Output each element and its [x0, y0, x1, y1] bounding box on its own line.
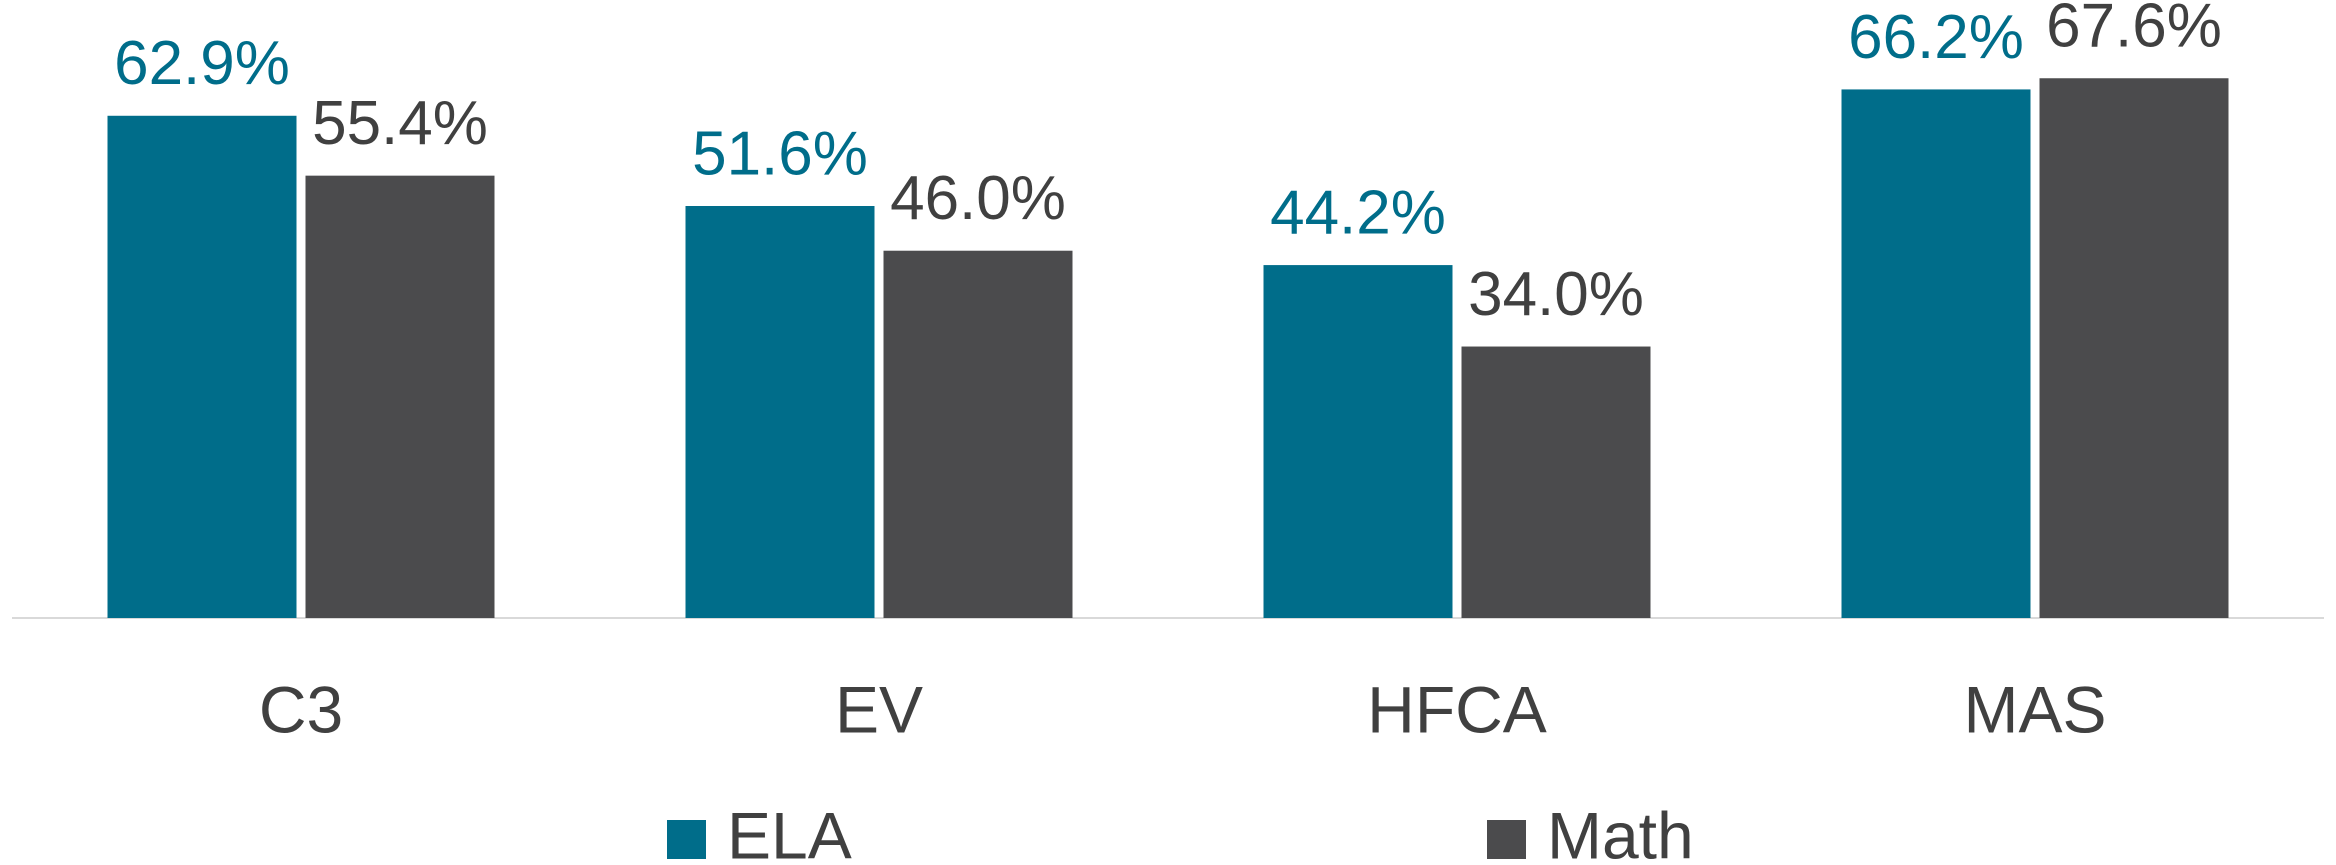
bar	[2039, 78, 2229, 619]
x-tick-label: HFCA	[1367, 672, 1547, 746]
bar	[1841, 89, 2031, 619]
data-label: 34.0%	[1468, 260, 1644, 329]
legend-swatch	[1487, 820, 1526, 859]
data-label: 66.2%	[1848, 3, 2024, 72]
data-label: 46.0%	[890, 164, 1066, 233]
legend-swatch	[667, 820, 706, 859]
x-tick-label: C3	[259, 672, 343, 746]
bar	[883, 250, 1073, 618]
legend-label: Math	[1547, 798, 1694, 865]
bar	[107, 115, 297, 618]
bar	[685, 206, 875, 618]
data-label: 44.2%	[1270, 178, 1446, 247]
legend-label: ELA	[727, 798, 852, 865]
bar	[1263, 265, 1453, 618]
x-tick-label: MAS	[1963, 672, 2106, 746]
x-tick-label: EV	[835, 672, 923, 746]
bar	[1461, 346, 1651, 618]
data-label: 55.4%	[312, 89, 488, 158]
data-label: 67.6%	[2046, 0, 2222, 61]
data-label: 62.9%	[114, 29, 290, 98]
data-label: 51.6%	[692, 119, 868, 188]
bar	[305, 175, 495, 618]
